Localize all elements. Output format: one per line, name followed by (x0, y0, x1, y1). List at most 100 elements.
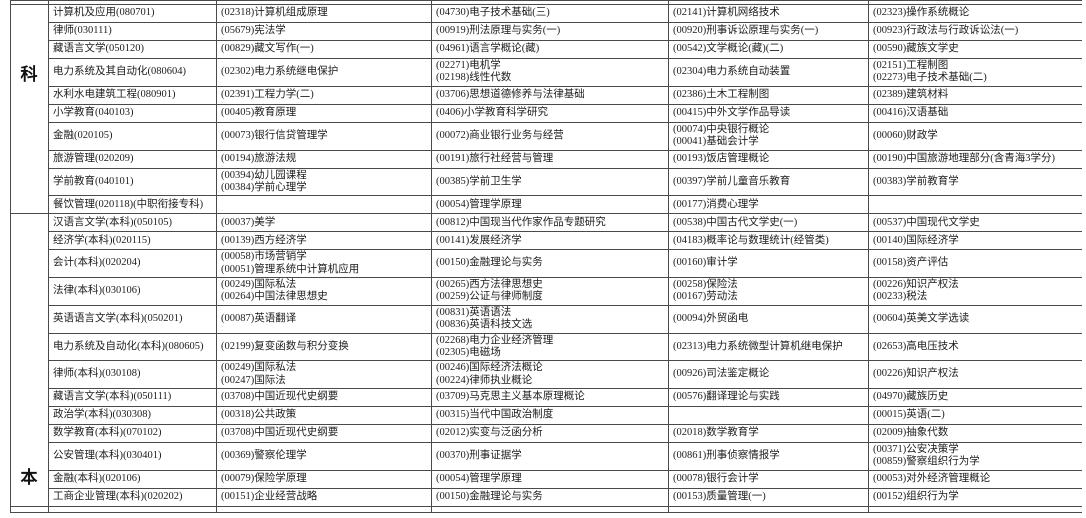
course-cell: (00087)英语翻译 (216, 304, 432, 334)
course-cell: (00258)保险法 (00167)劳动法 (668, 277, 869, 306)
course-cell: (0406)小学教育科学研究 (431, 103, 669, 123)
table-row: 藏语言文学(050120) (00829)藏文写作(一) (04961)语言学概论(… (11, 40, 1082, 59)
major-cell: 英语语言文学(本科)(050201) (48, 304, 217, 334)
course-cell: (02302)电力系统继电保护 (216, 58, 432, 87)
course-line: (00054)管理学原理 (436, 198, 522, 210)
course-line: (00383)学前教育学 (873, 175, 959, 187)
table-row: 数学教育(本科)(070102) (03708)中国近现代史纲要 (02012)实变… (11, 424, 1082, 443)
course-line: (00073)银行信贷管理学 (221, 129, 328, 141)
course-cell: (00812)中国现当代作家作品专题研究 (431, 213, 669, 233)
course-line: (02391)工程力学(二) (221, 89, 314, 101)
major-cell: 政治学(本科)(030308) (48, 406, 217, 425)
course-line: (00226)知识产权法 (873, 368, 959, 380)
major-cell: 旅游管理(020209) (48, 149, 217, 169)
table-row: 工商企业管理(本科)(020202) (00151)企业经营战略 (00150)金融… (11, 487, 1082, 507)
major-cell: 汉语言文学(本科)(050105) (48, 213, 217, 233)
course-cell: (02199)复变函数与积分变换 (216, 332, 432, 362)
course-cell: (00177)消费心理学 (668, 195, 869, 215)
course-cell: (00150)金融理论与实务 (431, 249, 669, 278)
course-cell: (00226)知识产权法 (00233)税法 (868, 277, 1082, 306)
course-line: (00920)刑事诉讼原理与实务(一) (673, 25, 819, 37)
major-cell: 数学教育(本科)(070102) (48, 424, 217, 443)
course-line: (00829)藏文写作(一) (221, 43, 314, 55)
course-line: (00150)金融理论与实务 (436, 257, 543, 269)
table-row: 金融(020105) (00073)银行信贷管理学 (00072)商业银行业务与经营… (11, 121, 1082, 151)
course-line: (00259)公证与律师制度 (436, 291, 543, 303)
course-cell: (00385)学前卫生学 (431, 167, 669, 197)
course-cell: (00246)国际经济法概论 (00224)律师执业概论 (431, 360, 669, 389)
course-line: (00072)商业银行业务与经营 (436, 129, 564, 141)
course-line: (00861)刑事侦察情报学 (673, 450, 780, 462)
course-cell: (00604)英美文学选读 (868, 304, 1082, 334)
course-line: (00258)保险法 (673, 279, 738, 290)
course-cell: (00923)行政法与行政诉讼法(一) (868, 22, 1082, 41)
cropped-row-bottom (10, 505, 1082, 513)
table-row: 电力系统及自动化(本科)(080605) (02199)复变函数与积分变换 (022… (11, 332, 1082, 362)
course-line: (02318)计算机组成原理 (221, 7, 328, 19)
major-cell: 法律(本科)(030106) (48, 277, 217, 306)
major-cell: 藏语言文学(050120) (48, 40, 217, 59)
course-line: (00015)英语(二) (873, 409, 945, 421)
course-line: (00058)市场营销学 (221, 251, 307, 263)
course-line: (02199)复变函数与积分变换 (221, 340, 349, 352)
major-cell: 餐饮管理(020118)(中职衔接专科) (48, 195, 217, 215)
course-line: (02271)电机学 (436, 60, 501, 71)
course-cell: (00151)企业经营战略 (216, 487, 432, 507)
partial-cell (216, 505, 432, 513)
major-cell: 律师(本科)(030108) (48, 360, 217, 389)
table-row: 科 计算机及应用(080701) (02318)计算机组成原理 (04730)电子技术… (10, 3, 1082, 215)
course-cell: (02391)工程力学(二) (216, 85, 432, 105)
table-row: 本 汉语言文学(本科)(050105) (00037)美学 (00812)中国现当代作… (10, 213, 1082, 507)
course-line: (02386)土木工程制图 (673, 89, 770, 101)
course-line: (00371)公安决策学 (873, 444, 959, 455)
course-line: (00315)当代中国政治制度 (436, 409, 554, 421)
course-line: (00369)警察伦理学 (221, 450, 307, 462)
course-line: (00246)国际经济法概论 (436, 362, 543, 374)
course-cell: (05679)宪法学 (216, 22, 432, 41)
course-cell: (00397)学前儿童音乐教育 (668, 167, 869, 197)
major-cell: 藏语言文学(本科)(050111) (48, 388, 217, 407)
course-cell: (02318)计算机组成原理 (216, 4, 432, 23)
course-line: (00926)司法鉴定概论 (673, 368, 770, 380)
course-line: (00416)汉语基础 (873, 107, 949, 119)
course-cell: (00060)财政学 (868, 121, 1082, 151)
course-line: (00152)组织行为学 (873, 491, 959, 503)
course-line: (00831)英语语法 (436, 306, 512, 318)
course-cell: (00416)汉语基础 (868, 103, 1082, 123)
course-line: (00919)刑法原理与实务(一) (436, 25, 561, 37)
major-cell: 金融(020105) (48, 121, 217, 151)
course-cell: (00919)刑法原理与实务(一) (431, 22, 669, 41)
exam-schedule-sheet: 科 计算机及应用(080701) (02318)计算机组成原理 (04730)电子技术… (10, 0, 1082, 518)
table-row: 法律(本科)(030106) (00249)国际私法 (00264)中国法律思想史(… (11, 277, 1082, 306)
course-cell: (02386)土木工程制图 (668, 85, 869, 105)
course-line: (00177)消费心理学 (673, 198, 759, 210)
partial-cell (10, 505, 49, 513)
course-cell (868, 195, 1082, 215)
table-row: 政治学(本科)(030308) (00318)公共政策 (00315)当代中国政治制… (11, 406, 1082, 425)
course-cell: (00094)外贸函电 (668, 304, 869, 334)
course-cell: (00370)刑事证据学 (431, 442, 669, 471)
course-line: (00140)国际经济学 (873, 234, 959, 246)
course-cell: (00415)中外文学作品导读 (668, 103, 869, 123)
course-line: (00542)文学概论(藏)(二) (673, 43, 784, 55)
course-cell: (00191)旅行社经营与管理 (431, 149, 669, 169)
section-label-cell: 本 (10, 213, 49, 507)
course-line: (00590)藏族文学史 (873, 43, 959, 55)
course-cell: (00193)饭店管理概论 (668, 149, 869, 169)
table-row: 金融(本科)(020106) (00079)保险学原理 (00054)管理学原理 (0… (11, 469, 1082, 489)
course-line: (00190)中国旅游地理部分(含青海3学分) (873, 152, 1055, 164)
course-cell (216, 195, 432, 215)
course-line: (0406)小学教育科学研究 (436, 107, 548, 119)
course-cell: (02151)工程制图 (02273)电子技术基础(二) (868, 58, 1082, 87)
table-row: 会计(本科)(020204) (00058)市场营销学 (00051)管理系统中计算… (11, 249, 1082, 278)
course-line: (00150)金融理论与实务 (436, 491, 543, 503)
table-row: 藏语言文学(本科)(050111) (03708)中国近现代史纲要 (03709)马… (11, 388, 1082, 407)
course-cell: (00369)警察伦理学 (216, 442, 432, 471)
course-line: (00247)国际法 (221, 374, 286, 386)
table-row: 公安管理(本科)(030401) (00369)警察伦理学 (00370)刑事证据学… (11, 442, 1082, 471)
course-cell: (04183)概率论与数理统计(经管类) (668, 231, 869, 251)
course-cell: (00537)中国现代文学史 (868, 213, 1082, 233)
course-cell: (04730)电子技术基础(三) (431, 4, 669, 23)
course-line: (00053)对外经济管理概论 (873, 473, 991, 485)
course-cell: (04970)藏族历史 (868, 388, 1082, 407)
